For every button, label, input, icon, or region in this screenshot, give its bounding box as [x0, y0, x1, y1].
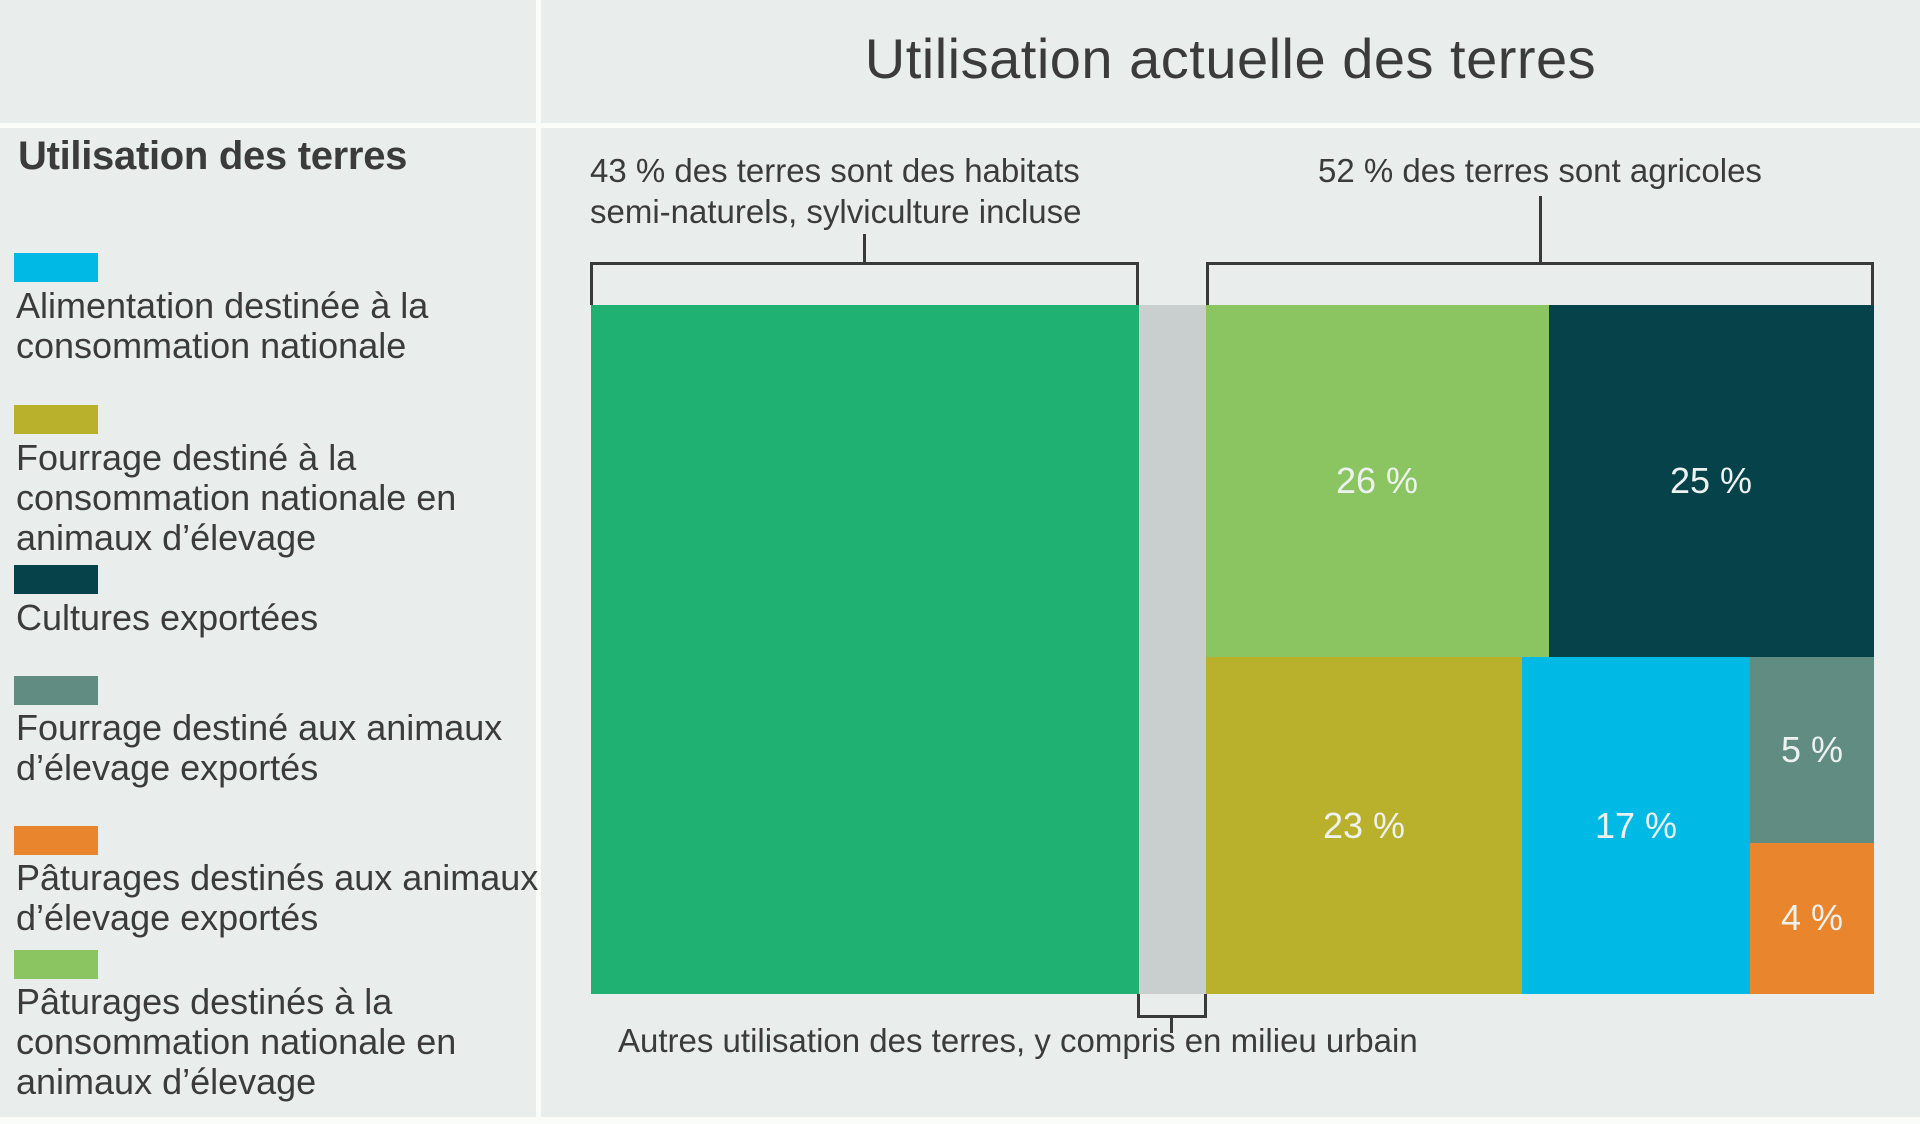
block-label-fodder-national: 23 %: [1322, 805, 1406, 846]
legend-label-crops-exported: Cultures exportées: [16, 597, 319, 638]
block-label-food-national: 17 %: [1594, 805, 1678, 846]
annotation-agricultural: 52 % des terres sont agricoles: [1318, 152, 1762, 189]
legend-label-fodder-exported: Fourrage destiné aux animaux d’élevage e…: [16, 707, 503, 788]
bracket-other-tick: [1170, 1015, 1173, 1033]
legend-swatch-fodder-exported: [14, 676, 98, 705]
panel-divider-bottom: [0, 1117, 1920, 1124]
legend-label-pastures-exported: Pâturages destinés aux animaux d’élevage…: [16, 857, 539, 938]
bracket-other-right: [1204, 994, 1207, 1017]
block-other-land-5: [1139, 305, 1206, 994]
group-bracket-agricultural: [1206, 262, 1874, 305]
annotation-other-land: Autres utilisation des terres, y compris…: [618, 1022, 1418, 1059]
block-semi-natural-43: [591, 305, 1139, 994]
legend-title: Utilisation des terres: [18, 134, 408, 178]
bracket-other-left: [1137, 994, 1140, 1017]
legend-label-pastures-national: Pâturages destinés à la consommation nat…: [16, 981, 457, 1102]
legend-swatch-food-national: [14, 253, 98, 282]
panel-divider-horizontal: [0, 123, 1920, 128]
block-label-crops-exported: 25 %: [1669, 460, 1753, 501]
annotation-semi-natural: 43 % des terres sont des habitats semi-n…: [590, 152, 1082, 230]
annotation-tick-semi-natural: [863, 234, 866, 262]
legend-swatch-pastures-national: [14, 950, 98, 979]
group-bracket-semi-natural: [590, 262, 1139, 305]
block-label-pastures-exported: 4 %: [1780, 897, 1844, 938]
legend-swatch-crops-exported: [14, 565, 98, 594]
legend-swatch-pastures-exported: [14, 826, 98, 855]
chart-title: Utilisation actuelle des terres: [864, 27, 1597, 90]
block-crops-exported-25: [1549, 305, 1874, 657]
panel-divider-vertical: [536, 0, 541, 1124]
block-fodder-exported-5: [1750, 657, 1874, 843]
legend-label-fodder-national: Fourrage destiné à la consommation natio…: [16, 437, 457, 558]
block-food-national-17: [1522, 657, 1750, 994]
legend-label-food-national: Alimentation destinée à la consommation …: [16, 285, 429, 366]
legend-swatch-fodder-national: [14, 405, 98, 434]
block-pastures-exported-4: [1750, 843, 1874, 994]
block-fodder-national-23: [1206, 657, 1522, 994]
block-label-fodder-exported: 5 %: [1780, 729, 1844, 770]
block-label-pastures-national: 26 %: [1335, 460, 1419, 501]
block-pastures-national-26: [1206, 305, 1549, 657]
annotation-tick-agricultural: [1539, 196, 1542, 262]
